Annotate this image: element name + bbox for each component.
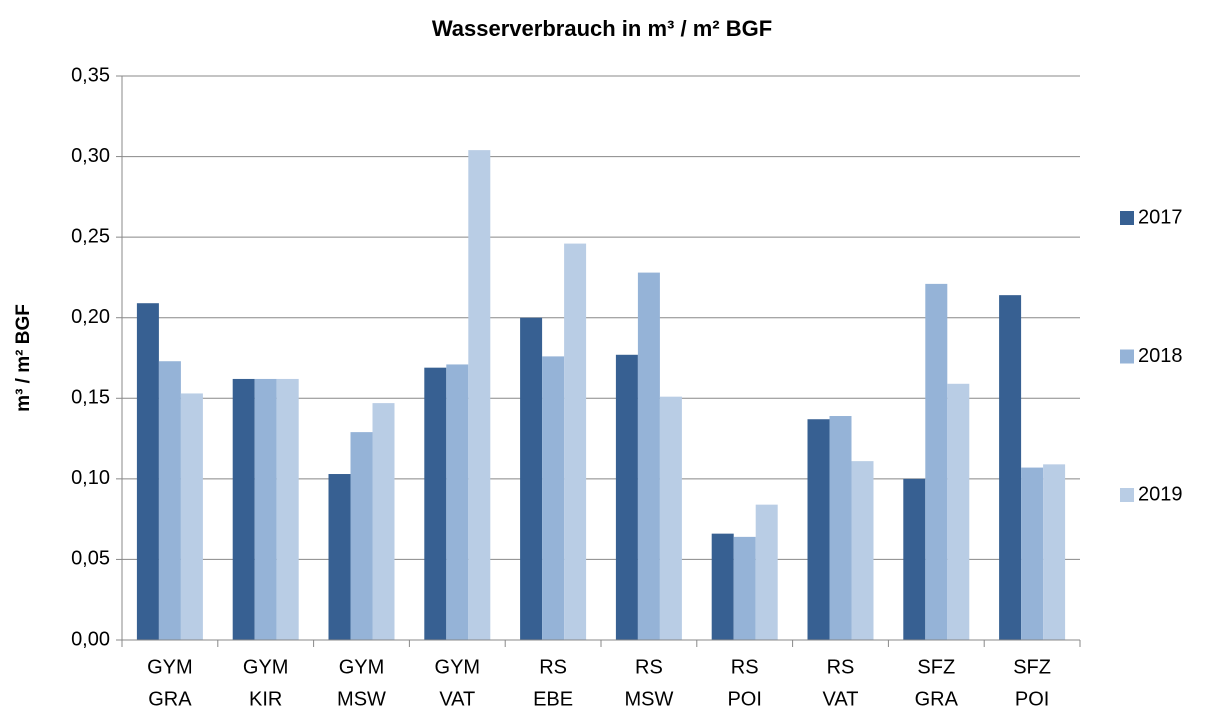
- legend-label: 2019: [1138, 483, 1183, 505]
- x-tick-label: VAT: [439, 688, 475, 710]
- y-tick-label: 0,00: [71, 628, 110, 650]
- x-tick-label: VAT: [823, 688, 859, 710]
- bar: [755, 504, 778, 640]
- y-tick-label: 0,10: [71, 467, 110, 489]
- x-tick-label: RS: [827, 656, 855, 678]
- legend-label: 2017: [1138, 206, 1183, 228]
- bar: [947, 383, 970, 640]
- bar: [659, 396, 682, 640]
- y-tick-label: 0,30: [71, 145, 110, 167]
- x-tick-label: KIR: [249, 688, 282, 710]
- bar: [350, 432, 373, 640]
- bar: [851, 461, 874, 640]
- y-tick-label: 0,15: [71, 387, 110, 409]
- x-tick-label: EBE: [533, 688, 573, 710]
- y-tick-label: 0,20: [71, 306, 110, 328]
- bar: [232, 378, 255, 640]
- x-tick-label: MSW: [624, 688, 673, 710]
- bar: [564, 243, 587, 641]
- bar: [1043, 464, 1066, 640]
- bar: [520, 317, 543, 640]
- y-tick-label: 0,25: [71, 225, 110, 247]
- x-tick-label: GRA: [915, 688, 959, 710]
- x-tick-label: RS: [635, 656, 663, 678]
- x-tick-label: GYM: [339, 656, 385, 678]
- x-tick-label: GYM: [435, 656, 481, 678]
- bar: [542, 356, 565, 640]
- x-tick-label: RS: [731, 656, 759, 678]
- x-tick-label: GYM: [243, 656, 289, 678]
- bar: [829, 416, 852, 640]
- y-tick-label: 0,05: [71, 548, 110, 570]
- bar: [180, 393, 203, 640]
- x-tick-label: GRA: [148, 688, 192, 710]
- legend-label: 2018: [1138, 345, 1183, 367]
- bar: [276, 378, 299, 640]
- bar: [711, 533, 734, 640]
- bar: [637, 272, 660, 640]
- bar: [372, 403, 395, 640]
- bar: [468, 150, 491, 640]
- bar: [925, 283, 948, 640]
- legend-swatch: [1120, 211, 1134, 225]
- x-tick-label: MSW: [337, 688, 386, 710]
- bar: [446, 364, 469, 640]
- legend-swatch: [1120, 349, 1134, 364]
- x-tick-label: POI: [1015, 688, 1049, 710]
- x-tick-label: SFZ: [1013, 656, 1051, 678]
- bar: [136, 303, 159, 640]
- bar: [328, 474, 351, 640]
- x-tick-label: GYM: [147, 656, 193, 678]
- y-tick-label: 0,35: [71, 64, 110, 86]
- bar: [158, 361, 181, 640]
- y-axis-label: m³ / m² BGF: [13, 304, 34, 412]
- bar: [1021, 467, 1044, 640]
- bar: [999, 295, 1022, 640]
- x-tick-label: RS: [539, 656, 567, 678]
- legend-swatch: [1120, 488, 1134, 502]
- x-tick-label: SFZ: [917, 656, 955, 678]
- bar: [903, 478, 926, 640]
- x-tick-label: POI: [727, 688, 761, 710]
- bar: [807, 419, 830, 640]
- chart-title: Wasserverbrauch in m³ / m² BGF: [432, 16, 772, 41]
- bar: [615, 354, 638, 640]
- bar: [424, 367, 447, 640]
- bar: [254, 378, 277, 640]
- bar: [733, 536, 756, 640]
